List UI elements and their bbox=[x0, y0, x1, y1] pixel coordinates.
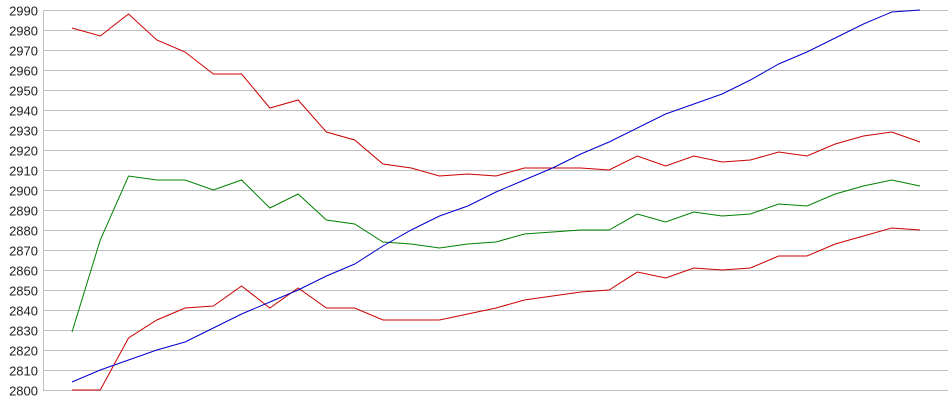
y-tick-label: 2870 bbox=[9, 244, 38, 259]
y-axis-ticks: 2800 2810 2820 2830 2840 2850 2860 2870 2880 2890… bbox=[9, 4, 38, 399]
y-tick-label: 2810 bbox=[9, 364, 38, 379]
y-tick-label: 2850 bbox=[9, 284, 38, 299]
series-line-1 bbox=[71, 13, 921, 177]
y-tick-label: 2830 bbox=[9, 324, 38, 339]
y-tick-label: 2880 bbox=[9, 224, 38, 239]
series-lines bbox=[71, 9, 921, 391]
y-tick-label: 2840 bbox=[9, 304, 38, 319]
gridlines bbox=[43, 10, 948, 391]
y-tick-label: 2990 bbox=[9, 4, 38, 19]
y-tick-label: 2890 bbox=[9, 204, 38, 219]
series-line-3 bbox=[72, 227, 921, 391]
y-tick-label: 2920 bbox=[9, 144, 38, 159]
y-tick-label: 2950 bbox=[9, 84, 38, 99]
y-tick-label: 2960 bbox=[9, 64, 38, 79]
y-tick-label: 2820 bbox=[9, 344, 38, 359]
y-tick-label: 2940 bbox=[9, 104, 38, 119]
y-tick-label: 2860 bbox=[9, 264, 38, 279]
y-tick-label: 2900 bbox=[9, 184, 38, 199]
y-tick-label: 2910 bbox=[9, 164, 38, 179]
y-tick-label: 2930 bbox=[9, 124, 38, 139]
series-line-2 bbox=[71, 175, 921, 333]
y-tick-label: 2970 bbox=[9, 44, 38, 59]
series-line-4 bbox=[71, 9, 921, 383]
y-tick-label: 2980 bbox=[9, 24, 38, 39]
y-tick-label: 2800 bbox=[9, 384, 38, 399]
